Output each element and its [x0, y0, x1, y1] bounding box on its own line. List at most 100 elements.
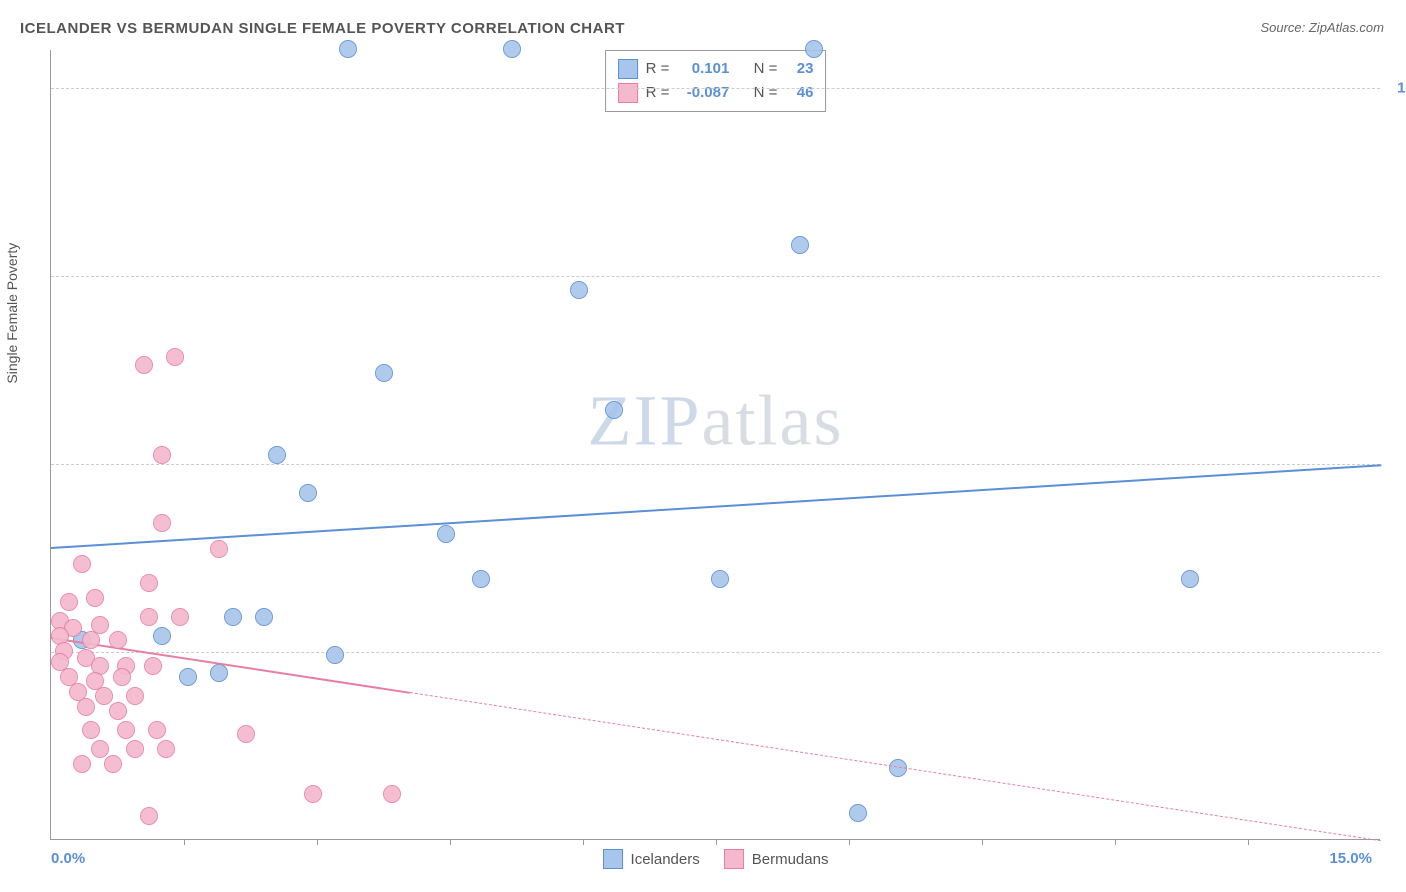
source-name: ZipAtlas.com: [1309, 20, 1384, 35]
data-point: [224, 608, 242, 626]
data-point: [472, 570, 490, 588]
data-point: [82, 631, 100, 649]
data-point: [268, 446, 286, 464]
watermark-atlas: atlas: [702, 380, 844, 460]
legend-series-name: Bermudans: [752, 851, 829, 868]
data-point: [711, 570, 729, 588]
legend-swatch: [618, 83, 638, 103]
legend-item: Icelanders: [603, 849, 700, 869]
x-tick: [1248, 839, 1249, 845]
chart-title: ICELANDER VS BERMUDAN SINGLE FEMALE POVE…: [20, 20, 625, 37]
legend-item: Bermudans: [724, 849, 829, 869]
y-tick-label: 25.0%: [1388, 643, 1406, 660]
r-label: R =: [646, 81, 670, 105]
x-tick: [849, 839, 850, 845]
data-point: [375, 364, 393, 382]
data-point: [157, 740, 175, 758]
data-point: [109, 631, 127, 649]
data-point: [82, 721, 100, 739]
data-point: [153, 514, 171, 532]
data-point: [77, 698, 95, 716]
stats-row: R = -0.087 N = 46: [618, 81, 814, 105]
data-point: [140, 807, 158, 825]
data-point: [109, 702, 127, 720]
data-point: [140, 608, 158, 626]
data-point: [117, 721, 135, 739]
data-point: [91, 740, 109, 758]
x-tick: [1115, 839, 1116, 845]
n-value: 46: [785, 81, 813, 105]
data-point: [104, 755, 122, 773]
scatter-plot: ZIPatlas R = 0.101 N = 23 R = -0.087 N = 46…: [50, 50, 1380, 840]
data-point: [791, 236, 809, 254]
data-point: [166, 348, 184, 366]
data-point: [1181, 570, 1199, 588]
x-tick: [716, 839, 717, 845]
r-value: 0.101: [677, 57, 729, 81]
data-point: [339, 40, 357, 58]
data-point: [805, 40, 823, 58]
x-axis-origin-label: 0.0%: [51, 850, 85, 867]
stats-row: R = 0.101 N = 23: [618, 57, 814, 81]
data-point: [383, 785, 401, 803]
data-point: [299, 484, 317, 502]
legend-swatch: [603, 849, 623, 869]
data-point: [73, 555, 91, 573]
data-point: [326, 646, 344, 664]
x-tick: [450, 839, 451, 845]
data-point: [86, 589, 104, 607]
gridline: [51, 652, 1380, 653]
source-prefix: Source:: [1260, 20, 1308, 35]
gridline: [51, 464, 1380, 465]
stats-legend: R = 0.101 N = 23 R = -0.087 N = 46: [605, 50, 827, 112]
data-point: [140, 574, 158, 592]
data-point: [126, 740, 144, 758]
data-point: [210, 540, 228, 558]
data-point: [237, 725, 255, 743]
x-tick: [184, 839, 185, 845]
series-legend: Icelanders Bermudans: [603, 849, 829, 869]
n-label: N =: [754, 57, 778, 81]
data-point: [171, 608, 189, 626]
gridline: [51, 276, 1380, 277]
y-tick-label: 100.0%: [1388, 79, 1406, 96]
legend-swatch: [724, 849, 744, 869]
data-point: [503, 40, 521, 58]
data-point: [179, 668, 197, 686]
watermark-zip: ZIP: [588, 380, 702, 460]
legend-swatch: [618, 59, 638, 79]
data-point: [153, 627, 171, 645]
data-point: [148, 721, 166, 739]
trend-line: [51, 464, 1381, 549]
x-tick: [583, 839, 584, 845]
data-point: [437, 525, 455, 543]
x-tick: [317, 839, 318, 845]
y-tick-label: 50.0%: [1388, 455, 1406, 472]
n-value: 23: [785, 57, 813, 81]
data-point: [73, 755, 91, 773]
gridline: [51, 88, 1380, 89]
data-point: [255, 608, 273, 626]
y-axis-label: Single Female Poverty: [4, 243, 20, 384]
data-point: [210, 664, 228, 682]
data-point: [849, 804, 867, 822]
data-point: [135, 356, 153, 374]
y-tick-label: 75.0%: [1388, 267, 1406, 284]
data-point: [304, 785, 322, 803]
source-attribution: Source: ZipAtlas.com: [1260, 20, 1384, 35]
data-point: [605, 401, 623, 419]
data-point: [60, 593, 78, 611]
trend-line: [410, 692, 1381, 841]
r-label: R =: [646, 57, 670, 81]
data-point: [153, 446, 171, 464]
r-value: -0.087: [677, 81, 729, 105]
x-axis-end-label: 15.0%: [1329, 850, 1372, 867]
data-point: [126, 687, 144, 705]
n-label: N =: [754, 81, 778, 105]
x-tick: [982, 839, 983, 845]
data-point: [95, 687, 113, 705]
data-point: [113, 668, 131, 686]
data-point: [570, 281, 588, 299]
legend-series-name: Icelanders: [631, 851, 700, 868]
data-point: [144, 657, 162, 675]
